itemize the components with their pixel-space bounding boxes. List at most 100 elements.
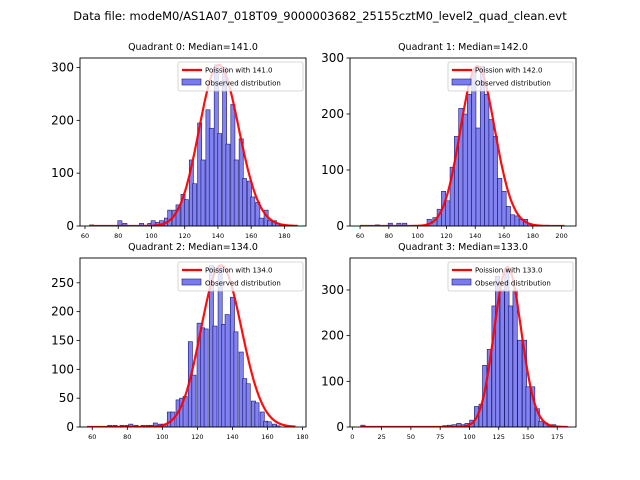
y-tick-label: 0 — [66, 420, 74, 434]
legend-label-observed: Observed distribution — [205, 80, 281, 88]
histogram-bar — [522, 339, 527, 427]
histogram-bar — [488, 119, 494, 226]
x-tick-label: 150 — [522, 433, 534, 441]
poisson-curve — [87, 264, 296, 427]
legend: Poission with 141.0 Observed distribution — [177, 61, 304, 92]
y-tick-label: 0 — [336, 219, 344, 233]
axes-frame — [79, 57, 307, 227]
figure-suptitle: Data file: modeM0/AS1A07_018T09_90000036… — [73, 9, 567, 23]
legend-box — [177, 61, 304, 92]
histogram-bar — [497, 178, 503, 226]
histogram-bar — [486, 349, 492, 427]
x-tick-label: 50 — [407, 433, 415, 441]
x-tick-label: 80 — [385, 232, 393, 240]
poisson-curve — [90, 63, 298, 226]
x-tick-label: 160 — [261, 433, 273, 441]
x-tick-label: 60 — [356, 232, 364, 240]
legend-box — [447, 61, 574, 92]
y-tick-label: 100 — [321, 374, 344, 388]
y-tick-label: 200 — [51, 113, 74, 127]
plot-area — [360, 65, 565, 226]
legend-label-observed: Observed distribution — [475, 80, 551, 88]
histogram-bar — [266, 421, 272, 427]
histogram-bar — [484, 94, 490, 226]
subplot-title: Quadrant 0: Median=141.0 — [128, 42, 258, 53]
x-tick-label: 120 — [178, 232, 190, 240]
y-tick-label: 150 — [51, 333, 74, 347]
histogram-bar — [245, 383, 251, 427]
subplots: Quadrant 0: Median=141.0 60 80 100 120 140 160… — [51, 42, 577, 441]
histogram-bar — [445, 200, 451, 226]
y-tick-label: 200 — [321, 107, 344, 121]
plot-area — [360, 266, 568, 427]
histogram-bar — [499, 289, 505, 427]
subplot-title: Quadrant 2: Median=134.0 — [128, 242, 258, 253]
subplot-title: Quadrant 1: Median=142.0 — [398, 42, 528, 53]
legend-label-observed: Observed distribution — [475, 280, 551, 288]
histogram-bar — [183, 199, 189, 226]
x-tick-label: 160 — [245, 232, 257, 240]
y-tick-label: 100 — [51, 166, 74, 180]
poisson-curve — [360, 65, 565, 226]
x-tick-label: 100 — [145, 232, 157, 240]
x-tick-label: 160 — [498, 232, 510, 240]
plot-area — [87, 264, 296, 427]
legend-label-poisson: Poission with 142.0 — [475, 67, 543, 75]
histogram-bar — [192, 183, 198, 226]
histogram-bar — [200, 159, 206, 226]
x-tick-label: 180 — [296, 433, 308, 441]
poisson-curve — [360, 266, 568, 427]
y-tick-label: 250 — [51, 276, 74, 290]
x-tick-label: 25 — [377, 433, 385, 441]
histogram-bar — [225, 143, 231, 226]
histogram-bar — [475, 127, 481, 226]
histogram-bar — [512, 289, 518, 427]
axes-frame — [349, 57, 577, 227]
legend-bar-swatch — [181, 278, 202, 286]
histogram-bar — [259, 411, 265, 427]
y-tick-label: 300 — [51, 61, 74, 75]
x-tick-label: 175 — [551, 433, 563, 441]
plot-area — [89, 63, 298, 226]
histogram-bar — [538, 421, 544, 427]
histogram-bar — [505, 206, 511, 226]
x-tick-label: 200 — [555, 232, 567, 240]
x-tick-label: 100 — [411, 232, 423, 240]
x-tick-label: 140 — [226, 433, 238, 441]
histogram-bar — [254, 402, 260, 427]
x-tick-label: 180 — [527, 232, 539, 240]
histogram-bar — [462, 113, 468, 226]
histogram-bar — [191, 374, 197, 427]
legend: Poission with 142.0 Observed distribution — [447, 61, 574, 92]
histogram-bar — [217, 133, 222, 226]
legend-box — [177, 261, 304, 292]
histogram-bar — [507, 305, 513, 427]
legend: Poission with 134.0 Observed distribution — [177, 261, 304, 292]
subplot-quadrant-3: Quadrant 3: Median=133.0 0 25 50 75 100 125 150… — [321, 242, 577, 441]
y-tick-label: 50 — [59, 391, 74, 405]
histogram-bar — [467, 94, 472, 226]
histogram-bar — [152, 422, 158, 427]
histogram-bar — [242, 178, 247, 226]
x-tick-label: 180 — [278, 232, 290, 240]
x-tick-label: 100 — [156, 433, 168, 441]
x-tick-label: 80 — [123, 433, 131, 441]
histogram-bar — [233, 159, 239, 226]
x-tick-label: 140 — [212, 232, 224, 240]
histogram-bar — [525, 386, 531, 427]
histogram-bar — [492, 136, 498, 226]
histogram-bar — [233, 331, 239, 427]
legend-label-poisson: Poission with 133.0 — [475, 267, 543, 275]
y-tick-label: 0 — [66, 219, 74, 233]
histogram-bar — [514, 215, 520, 226]
histogram-bar — [501, 190, 507, 226]
histogram-bar — [250, 196, 256, 226]
x-tick-label: 120 — [191, 433, 203, 441]
legend-label-observed: Observed distribution — [205, 280, 281, 288]
y-tick-label: 300 — [321, 51, 344, 65]
y-tick-label: 200 — [321, 329, 344, 343]
x-tick-label: 140 — [469, 232, 481, 240]
histogram-bar — [517, 339, 523, 427]
axes-frame — [79, 257, 307, 428]
axes-frame — [349, 257, 577, 428]
